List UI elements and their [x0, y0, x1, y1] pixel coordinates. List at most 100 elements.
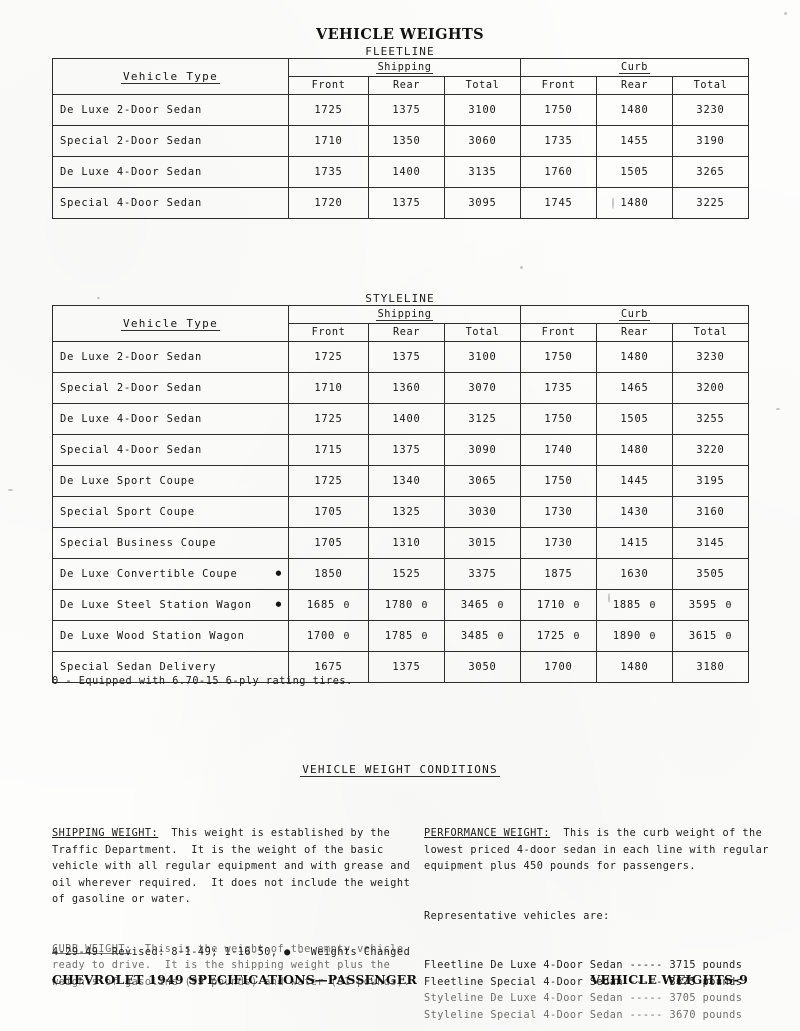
weight-value-cell: 1480: [596, 651, 673, 683]
weight-value-cell: 1375: [368, 94, 445, 126]
header-group-shipping-text: Shipping: [375, 62, 434, 74]
shipping-weight-label: SHIPPING WEIGHT:: [52, 828, 159, 839]
weight-changed-marker-icon: ●: [275, 568, 282, 579]
header-curb-front-text: Front: [541, 327, 576, 338]
vehicle-type-label: De Luxe Wood Station Wagon: [60, 630, 245, 642]
vehicle-type-label: De Luxe Steel Station Wagon: [60, 599, 252, 611]
weight-value-cell: 1750: [520, 403, 597, 435]
representative-vehicle-dashes: -----: [629, 993, 670, 1004]
weight-value-cell: 1480: [596, 341, 673, 373]
weight-value: 1745: [544, 197, 573, 209]
header-shipping-rear: Rear: [368, 76, 445, 95]
header-curb-total-text: Total: [693, 327, 728, 338]
weight-value: 1750: [544, 475, 573, 487]
weight-value-cell: 3180: [671, 651, 750, 683]
vehicle-type-label: Special 4-Door Sedan: [60, 197, 203, 209]
weight-value: 3180: [696, 661, 725, 673]
representative-vehicle-row: Fleetline De Luxe 4-Door Sedan ----- 371…: [424, 958, 774, 975]
weight-value: 1430: [620, 506, 649, 518]
header-curb-front: Front: [520, 76, 597, 95]
representative-vehicle-weight: 3715 pounds: [669, 960, 743, 971]
weight-value-cell: 1325: [368, 496, 445, 528]
header-vehicle-type: Vehicle Type: [52, 305, 289, 342]
weight-value-cell: 3135: [444, 156, 521, 188]
weight-value-cell: 3015: [444, 527, 521, 559]
header-curb-rear-text: Rear: [621, 80, 648, 91]
weight-value: 3090: [468, 444, 497, 456]
fleetline-label: FLEETLINE: [0, 45, 800, 59]
weight-value-cell: 3375: [444, 558, 521, 590]
weight-value-cell: 1735: [288, 156, 369, 188]
performance-weight-label: PERFORMANCE WEIGHT:: [424, 828, 551, 839]
weight-value: 1735: [314, 166, 343, 178]
table-row: Special 2-Door Sedan 1710 1360 3070 1735 1465…: [52, 372, 750, 404]
vehicle-type-label: Special 2-Door Sedan: [60, 382, 203, 394]
vehicle-type-label: De Luxe 2-Door Sedan: [60, 351, 203, 363]
curb-weight-text: This is the weight of the empty vehicle …: [52, 943, 411, 988]
weight-value: 1480: [620, 444, 649, 456]
fleetline-label-text: FLEETLINE: [365, 45, 435, 59]
table-header-sub-row: Front Rear Total Front Rear Total: [53, 323, 750, 342]
weight-value-cell: 1455: [596, 125, 673, 157]
weight-value: 1525: [392, 568, 421, 580]
weight-value: 1780: [384, 599, 414, 611]
revision-line: 4-29-49. Revised: 8-1-49; 1-16-50, ● - W…: [52, 947, 411, 958]
weight-value-cell: 1505: [596, 156, 673, 188]
weight-value: 1480: [620, 197, 649, 209]
weight-value-cell: 3125: [444, 403, 521, 435]
weight-value: 1340: [392, 475, 421, 487]
weight-value: 3095: [468, 197, 497, 209]
weight-value-cell: 1310: [368, 527, 445, 559]
weight-value: 1455: [620, 135, 649, 147]
weight-value-cell: 3595 Θ: [671, 589, 750, 621]
weight-value-cell: 1415: [596, 527, 673, 559]
weight-value-cell: 3200: [671, 372, 750, 404]
weight-value: 3255: [696, 413, 725, 425]
vehicle-type-label: Special Business Coupe: [60, 537, 217, 549]
vehicle-type-label: De Luxe 4-Door Sedan: [60, 413, 203, 425]
representative-vehicle-row: Styleline Special 4-Door Sedan ----- 367…: [424, 1008, 774, 1025]
representative-vehicle-weight: 3675 pounds: [669, 976, 743, 988]
weight-value-cell: 3255: [671, 403, 750, 435]
weight-value: 3505: [696, 568, 725, 580]
weight-value: 3200: [696, 382, 725, 394]
weight-value-cell: 1780 Θ: [368, 589, 445, 621]
weight-value: 1325: [392, 506, 421, 518]
weight-value: 1480: [620, 661, 649, 673]
weight-value: 1730: [544, 537, 573, 549]
weight-value-cell: 1725: [288, 465, 369, 497]
weight-value-cell: 3145: [671, 527, 750, 559]
weight-value-cell: 1720: [288, 187, 369, 219]
weight-value: 3230: [696, 351, 725, 363]
weight-value-cell: 3505: [671, 558, 750, 590]
weight-value-cell: 1750: [520, 341, 597, 373]
weight-value: 3160: [696, 506, 725, 518]
weight-value: 1375: [392, 661, 421, 673]
header-curb-rear-text: Rear: [621, 327, 648, 338]
weight-value-cell: 3090: [444, 434, 521, 466]
weight-value-cell: 1685 Θ: [288, 589, 369, 621]
weight-value-cell: 1375: [368, 651, 445, 683]
vehicle-type-cell: Special 2-Door Sedan: [52, 125, 289, 157]
weight-value-cell: 1375: [368, 341, 445, 373]
weight-value-cell: 3230: [671, 94, 750, 126]
header-group-curb: Curb: [519, 58, 750, 77]
scan-speck: [784, 12, 787, 15]
tire-marker-icon: Θ: [491, 600, 505, 611]
header-group-shipping-text: Shipping: [375, 309, 434, 321]
tire-footnote: Θ - Equipped with 6.70-15 6-ply rating t…: [52, 676, 353, 687]
vehicle-type-cell: De Luxe Wood Station Wagon: [52, 620, 289, 652]
weight-value-cell: 1725: [288, 403, 369, 435]
tire-marker-icon: Θ: [643, 631, 657, 642]
weight-value-cell: 3465 Θ: [444, 589, 521, 621]
header-shipping-rear-text: Rear: [393, 327, 420, 338]
weight-value: 1875: [544, 568, 573, 580]
weight-value: 1760: [544, 166, 573, 178]
weight-value-cell: 1400: [368, 156, 445, 188]
vehicle-type-label: De Luxe Convertible Coupe: [60, 568, 238, 580]
weight-value: 1630: [620, 568, 649, 580]
weight-value: 3465: [460, 599, 490, 611]
weight-value-cell: 1465: [596, 372, 673, 404]
table-row: De Luxe Steel Station Wagon ● 1685 Θ 1780 Θ…: [52, 589, 750, 621]
